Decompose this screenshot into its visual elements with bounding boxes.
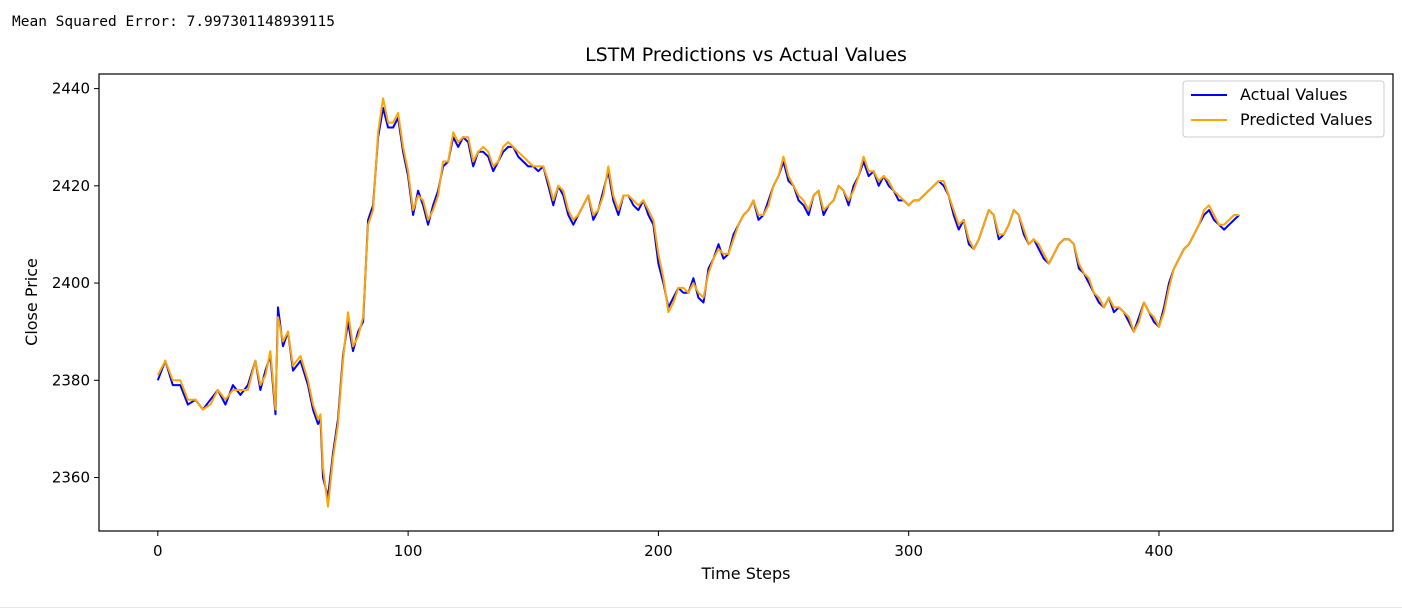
- y-tick-label: 2380: [52, 371, 90, 389]
- plot-area-frame: [98, 73, 1394, 532]
- y-tick-label: 2360: [52, 469, 90, 487]
- x-tick-label: 200: [644, 542, 673, 560]
- series-line-actual: [156, 107, 1240, 498]
- legend-label-actual: Actual Values: [1240, 85, 1347, 104]
- x-tick-label: 100: [394, 542, 423, 560]
- x-axis-title: Time Steps: [700, 564, 790, 583]
- legend-label-predicted: Predicted Values: [1240, 110, 1372, 129]
- series-line-predicted: [156, 97, 1240, 508]
- x-tick-label: 300: [894, 542, 923, 560]
- mse-output-text: Mean Squared Error: 7.997301148939115: [12, 14, 336, 30]
- y-tick-label: 2400: [52, 274, 90, 292]
- y-tick-label: 2440: [52, 80, 90, 98]
- y-axis-title: Close Price: [22, 258, 41, 346]
- chart-title: LSTM Predictions vs Actual Values: [585, 44, 907, 66]
- legend-box: [1182, 80, 1385, 138]
- x-tick-label: 0: [153, 542, 163, 560]
- cell-divider: [0, 607, 1402, 608]
- y-tick-label: 2420: [52, 177, 90, 195]
- legend: Actual Values Predicted Values: [1182, 80, 1385, 138]
- x-tick-label: 400: [1145, 542, 1174, 560]
